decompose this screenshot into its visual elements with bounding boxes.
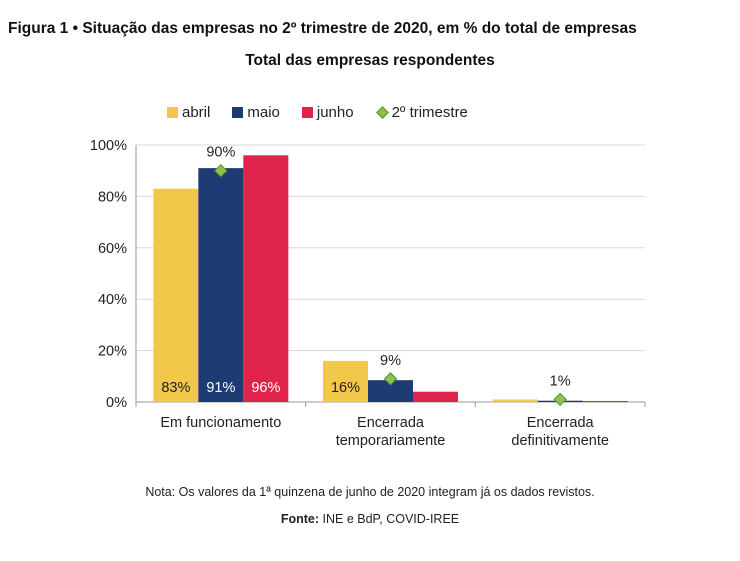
data-label-maio: 91% <box>206 380 235 396</box>
legend-label-junho: junho <box>316 103 354 121</box>
trimestre-marker <box>553 392 567 407</box>
chart-source: Fonte: INE e BdP, COVID-IREE <box>0 512 740 526</box>
x-category-label: definitivamente <box>511 433 609 449</box>
trimestre-marker <box>383 372 398 386</box>
data-label-abril: 83% <box>161 380 190 396</box>
x-category-label: Encerrada <box>357 415 425 431</box>
bar-chart: 0% 20% 40% 60% 80% 100% 83% 91% 96% 90% Em funcion… <box>90 138 646 449</box>
legend-item-trimestre: 2º trimestre <box>375 103 468 121</box>
bar-junho <box>582 400 628 402</box>
y-tick-label: 20% <box>98 344 127 360</box>
trimestre-label: 90% <box>206 145 235 161</box>
legend-label-maio: maio <box>247 103 280 121</box>
chart-subtitle: Total das empresas respondentes <box>245 52 495 69</box>
y-tick-label: 60% <box>98 241 127 257</box>
trimestre-marker <box>214 163 228 178</box>
data-label-junho: 96% <box>251 380 280 396</box>
bar-maio <box>198 168 244 402</box>
legend-label-trimestre: 2º trimestre <box>391 103 468 121</box>
y-tick-label: 0% <box>106 395 127 411</box>
x-category-label: Em funcionamento <box>160 415 281 431</box>
bar-abril <box>323 360 368 402</box>
x-category-label: Encerrada <box>527 415 595 431</box>
bar-abril <box>492 399 538 402</box>
legend-item-maio: maio <box>232 104 280 121</box>
source-text: INE e BdP, COVID-IREE <box>322 512 460 526</box>
legend-label-abril: abril <box>182 103 211 121</box>
trimestre-label: 1% <box>550 373 571 389</box>
bar-junho <box>413 391 458 402</box>
data-label-abril: 16% <box>331 380 360 396</box>
bar-junho <box>243 155 289 402</box>
x-category-label: temporariamente <box>336 433 446 449</box>
trimestre-label: 9% <box>380 353 401 369</box>
source-label: Fonte: <box>280 512 320 526</box>
figure-title: Figura 1 • Situação das empresas no 2º t… <box>8 20 637 37</box>
legend-swatch-junho <box>301 106 313 118</box>
legend-item-junho: junho <box>301 103 354 121</box>
bar-abril <box>153 188 199 402</box>
legend: abril maio junho 2º trimestre <box>167 102 468 122</box>
y-tick-label: 40% <box>98 292 127 308</box>
legend-swatch-abril <box>167 106 178 118</box>
legend-swatch-maio <box>232 106 244 118</box>
chart-note: Nota: Os valores da 1ª quinzena de junho… <box>145 485 595 499</box>
bar-maio <box>368 380 413 402</box>
y-tick-label: 80% <box>98 189 127 205</box>
y-tick-label: 100% <box>90 138 127 154</box>
legend-item-abril: abril <box>167 104 210 121</box>
